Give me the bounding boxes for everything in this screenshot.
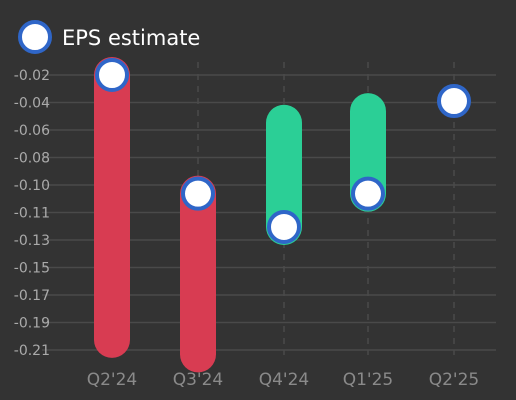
x-category-label: Q4'24 (259, 370, 310, 390)
eps-marker (437, 84, 471, 119)
eps-marker (95, 58, 129, 92)
x-category-label: Q2'25 (429, 370, 480, 390)
y-tick-label: -0.10 (14, 178, 50, 194)
y-tick-label: -0.08 (14, 151, 50, 167)
y-tick-label: -0.06 (14, 123, 50, 139)
y-tick-label: -0.15 (14, 261, 50, 277)
y-tick-label: -0.04 (14, 96, 50, 112)
y-tick-label: -0.02 (14, 68, 50, 84)
legend-label: EPS estimate (62, 26, 200, 50)
legend: EPS estimate (18, 20, 200, 54)
y-tick-label: -0.13 (14, 233, 50, 249)
x-category-label: Q3'24 (173, 370, 224, 390)
x-category-label: Q2'24 (87, 370, 138, 390)
range-bars (94, 57, 386, 373)
y-tick-label: -0.19 (14, 316, 50, 332)
legend-marker (18, 20, 52, 54)
y-tick-label: -0.11 (14, 206, 50, 222)
eps-marker (267, 209, 301, 244)
y-axis-ticks: -0.02 -0.04 -0.06 -0.08 -0.10 -0.11 -0.13 -0.15… (14, 68, 50, 359)
eps-marker (351, 176, 385, 211)
y-tick-label: -0.21 (14, 343, 50, 359)
eps-markers (95, 58, 471, 244)
y-tick-label: -0.17 (14, 288, 50, 304)
eps-marker (181, 176, 215, 211)
x-category-label: Q1'25 (343, 370, 394, 390)
x-axis-categories: Q2'24 Q3'24 Q4'24 Q1'25 Q2'25 (87, 370, 480, 390)
